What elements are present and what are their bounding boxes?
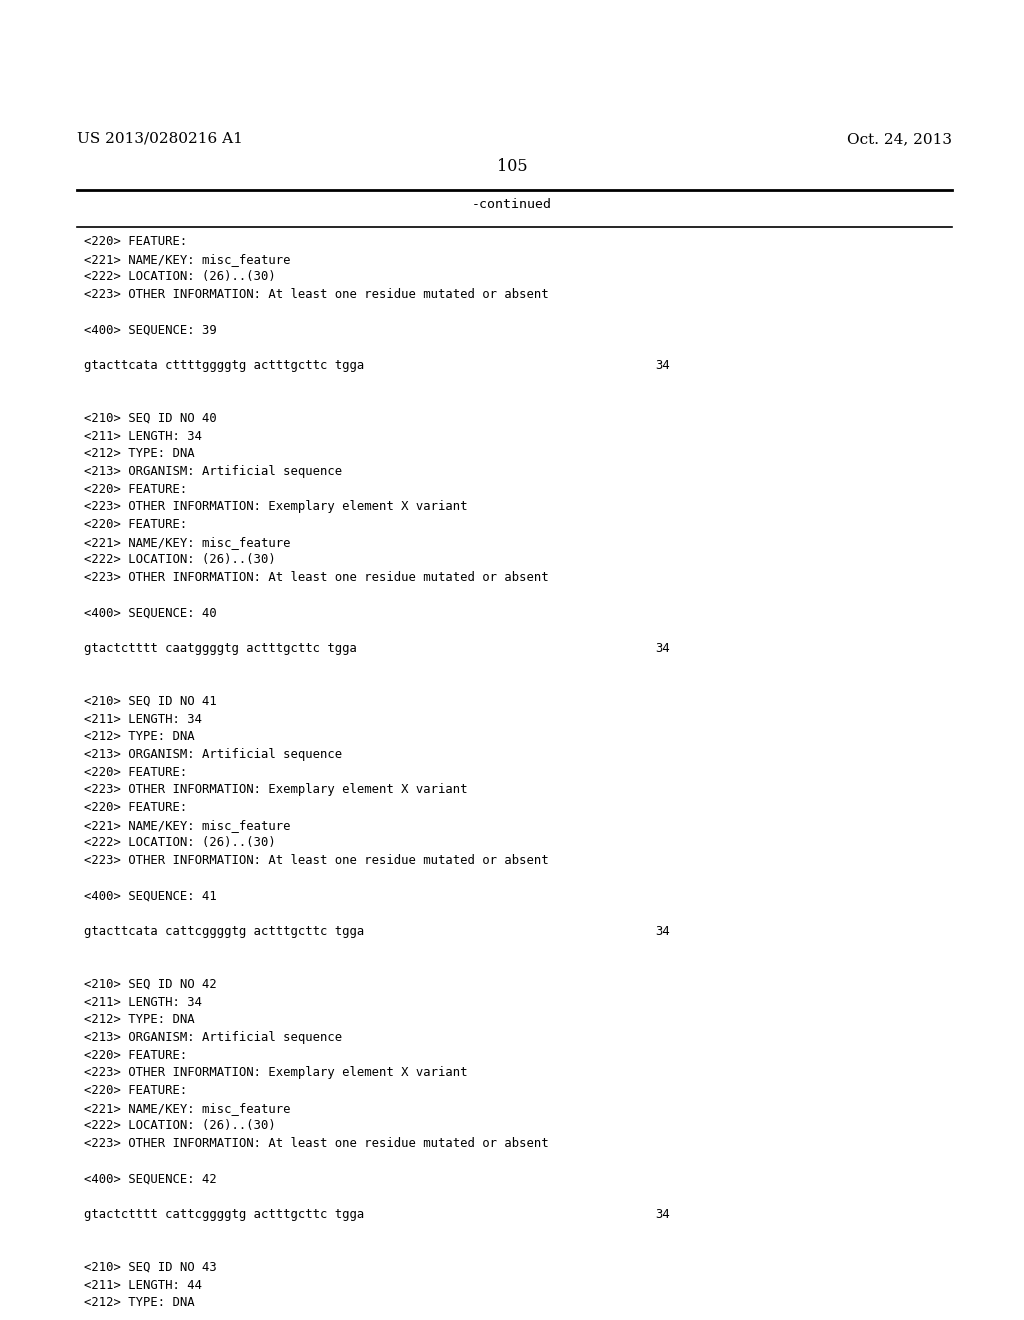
Text: <213> ORGANISM: Artificial sequence: <213> ORGANISM: Artificial sequence [84, 465, 342, 478]
Text: <223> OTHER INFORMATION: At least one residue mutated or absent: <223> OTHER INFORMATION: At least one re… [84, 572, 549, 583]
Text: <222> LOCATION: (26)..(30): <222> LOCATION: (26)..(30) [84, 271, 275, 284]
Text: <211> LENGTH: 34: <211> LENGTH: 34 [84, 995, 202, 1008]
Text: <213> ORGANISM: Artificial sequence: <213> ORGANISM: Artificial sequence [84, 1031, 342, 1044]
Text: <223> OTHER INFORMATION: At least one residue mutated or absent: <223> OTHER INFORMATION: At least one re… [84, 1137, 549, 1150]
Text: 34: 34 [655, 1208, 670, 1221]
Text: <221> NAME/KEY: misc_feature: <221> NAME/KEY: misc_feature [84, 536, 291, 549]
Text: <212> TYPE: DNA: <212> TYPE: DNA [84, 1014, 195, 1026]
Text: <213> ORGANISM: Artificial sequence: <213> ORGANISM: Artificial sequence [84, 748, 342, 760]
Text: <222> LOCATION: (26)..(30): <222> LOCATION: (26)..(30) [84, 1119, 275, 1133]
Text: US 2013/0280216 A1: US 2013/0280216 A1 [77, 132, 243, 147]
Text: <211> LENGTH: 34: <211> LENGTH: 34 [84, 713, 202, 726]
Text: <220> FEATURE:: <220> FEATURE: [84, 766, 187, 779]
Text: <223> OTHER INFORMATION: Exemplary element X variant: <223> OTHER INFORMATION: Exemplary eleme… [84, 500, 468, 513]
Text: 34: 34 [655, 359, 670, 372]
Text: 105: 105 [497, 158, 527, 176]
Text: <212> TYPE: DNA: <212> TYPE: DNA [84, 1296, 195, 1309]
Text: <210> SEQ ID NO 43: <210> SEQ ID NO 43 [84, 1261, 217, 1274]
Text: <400> SEQUENCE: 40: <400> SEQUENCE: 40 [84, 606, 217, 619]
Text: <211> LENGTH: 44: <211> LENGTH: 44 [84, 1279, 202, 1291]
Text: -continued: -continued [472, 198, 552, 211]
Text: <222> LOCATION: (26)..(30): <222> LOCATION: (26)..(30) [84, 837, 275, 849]
Text: <222> LOCATION: (26)..(30): <222> LOCATION: (26)..(30) [84, 553, 275, 566]
Text: <223> OTHER INFORMATION: At least one residue mutated or absent: <223> OTHER INFORMATION: At least one re… [84, 288, 549, 301]
Text: <400> SEQUENCE: 42: <400> SEQUENCE: 42 [84, 1172, 217, 1185]
Text: gtacttcata cattcggggtg actttgcttc tgga: gtacttcata cattcggggtg actttgcttc tgga [84, 925, 365, 937]
Text: <223> OTHER INFORMATION: Exemplary element X variant: <223> OTHER INFORMATION: Exemplary eleme… [84, 1067, 468, 1080]
Text: <212> TYPE: DNA: <212> TYPE: DNA [84, 447, 195, 461]
Text: <212> TYPE: DNA: <212> TYPE: DNA [84, 730, 195, 743]
Text: 34: 34 [655, 925, 670, 937]
Text: <210> SEQ ID NO 42: <210> SEQ ID NO 42 [84, 978, 217, 991]
Text: <221> NAME/KEY: misc_feature: <221> NAME/KEY: misc_feature [84, 818, 291, 832]
Text: <220> FEATURE:: <220> FEATURE: [84, 801, 187, 814]
Text: <221> NAME/KEY: misc_feature: <221> NAME/KEY: misc_feature [84, 252, 291, 265]
Text: <210> SEQ ID NO 41: <210> SEQ ID NO 41 [84, 694, 217, 708]
Text: <220> FEATURE:: <220> FEATURE: [84, 517, 187, 531]
Text: <400> SEQUENCE: 39: <400> SEQUENCE: 39 [84, 323, 217, 337]
Text: <221> NAME/KEY: misc_feature: <221> NAME/KEY: misc_feature [84, 1102, 291, 1114]
Text: <211> LENGTH: 34: <211> LENGTH: 34 [84, 429, 202, 442]
Text: <220> FEATURE:: <220> FEATURE: [84, 1048, 187, 1061]
Text: Oct. 24, 2013: Oct. 24, 2013 [847, 132, 952, 147]
Text: gtacttcata cttttggggtg actttgcttc tgga: gtacttcata cttttggggtg actttgcttc tgga [84, 359, 365, 372]
Text: <400> SEQUENCE: 41: <400> SEQUENCE: 41 [84, 890, 217, 903]
Text: <223> OTHER INFORMATION: At least one residue mutated or absent: <223> OTHER INFORMATION: At least one re… [84, 854, 549, 867]
Text: <220> FEATURE:: <220> FEATURE: [84, 1084, 187, 1097]
Text: gtactctttt caatggggtg actttgcttc tgga: gtactctttt caatggggtg actttgcttc tgga [84, 642, 356, 655]
Text: <210> SEQ ID NO 40: <210> SEQ ID NO 40 [84, 412, 217, 425]
Text: <220> FEATURE:: <220> FEATURE: [84, 235, 187, 248]
Text: <220> FEATURE:: <220> FEATURE: [84, 483, 187, 495]
Text: 34: 34 [655, 642, 670, 655]
Text: gtactctttt cattcggggtg actttgcttc tgga: gtactctttt cattcggggtg actttgcttc tgga [84, 1208, 365, 1221]
Text: <223> OTHER INFORMATION: Exemplary element X variant: <223> OTHER INFORMATION: Exemplary eleme… [84, 783, 468, 796]
